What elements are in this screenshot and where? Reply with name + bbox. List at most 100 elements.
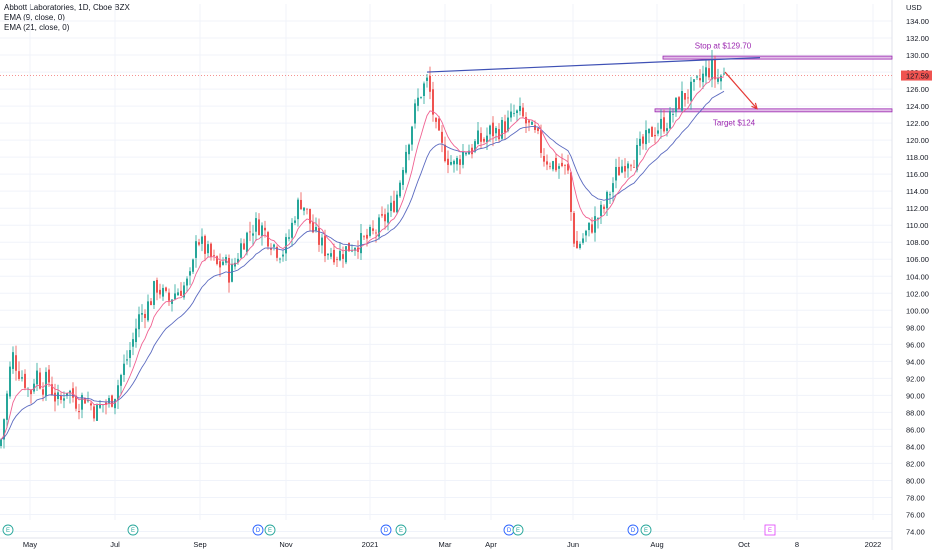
y-tick-label: 106.00 [906,255,929,264]
candle-body [69,390,71,394]
y-tick-label: 118.00 [906,153,928,162]
candle-body [276,246,278,258]
candle-body [360,233,362,254]
candle-body [258,219,260,236]
candle-body [561,162,563,167]
resistance-trendline[interactable] [426,57,761,73]
earnings-event-marker[interactable] [264,524,276,536]
stop-zone[interactable] [662,55,893,60]
candle-body [519,105,521,112]
candle-body [72,388,74,398]
candle-body [534,125,536,130]
candle-body [201,236,203,244]
candle-body [363,236,365,238]
dividend-event-marker[interactable] [252,524,264,536]
candle-body [336,259,338,261]
candle-body [654,134,656,137]
candle-body [324,235,326,257]
candle-body [198,242,200,245]
candle-body [351,250,353,252]
projection-arrow[interactable] [724,71,758,110]
event-marker-label: E [768,528,772,534]
candle-body [345,246,347,263]
candle-body [414,103,416,124]
candle-body [516,110,518,113]
ema21-line [0,90,725,440]
ema9-line [0,76,725,440]
candle-body [246,232,248,253]
y-tick-label: 76.00 [906,510,925,519]
candle-body [633,166,635,168]
dividend-event-marker[interactable] [627,524,639,536]
candle-body [309,208,311,224]
candle-body [330,253,332,257]
candle-body [378,217,380,237]
candle-body [435,117,437,122]
candle-body [36,370,38,385]
projection-arrowhead [751,102,758,110]
candle-body [465,152,467,155]
candle-body [558,166,560,169]
candle-body [573,213,575,244]
candle-body [588,222,590,231]
candle-body [291,222,293,238]
event-marker-label: E [399,528,403,534]
earnings-event-marker[interactable] [127,524,139,536]
candle-body [552,161,554,170]
candle-body [306,208,308,210]
candle-body [150,301,152,306]
candle-body [393,200,395,212]
candle-body [696,76,698,78]
candle-body [195,241,197,258]
candle-body [156,279,158,293]
candle-body [159,289,161,295]
candle-body [120,374,122,386]
candle-body [594,216,596,233]
earnings-event-marker[interactable] [640,524,652,536]
candle-body [687,97,689,99]
candle-body [441,131,443,143]
candle-body [6,393,8,420]
candle-body [183,285,185,298]
candle-body [609,194,611,196]
earnings-event-marker[interactable] [395,524,407,536]
candle-body [537,128,539,131]
candle-body [477,130,479,145]
earnings-event-marker[interactable] [764,524,776,536]
candle-body [651,127,653,137]
y-tick-label: 120.00 [906,136,929,145]
event-marker-label: E [516,528,520,534]
candle-body [303,207,305,211]
candle-body [282,254,284,257]
candle-body [564,164,566,166]
x-tick-label: 2022 [865,540,882,549]
event-marker-label: E [6,528,10,534]
target-zone[interactable] [654,108,893,113]
earnings-event-marker[interactable] [512,524,524,536]
candle-body [243,243,245,250]
candle-body [18,371,20,380]
candle-body [603,206,605,210]
candle-body [585,230,587,236]
candle-body [231,264,233,282]
y-tick-label: 80.00 [906,476,925,485]
candle-body [54,392,56,402]
candle-body [333,249,335,263]
candle-body [438,118,440,131]
candle-body [582,238,584,243]
candle-body [525,116,527,124]
candle-body [51,384,53,395]
candle-body [153,281,155,305]
x-tick-label: May [23,540,37,549]
candle-body [381,214,383,216]
candle-body [117,385,119,400]
candle-body [630,165,632,167]
candle-body [339,250,341,261]
candle-body [123,363,125,375]
candle-body [531,121,533,125]
dividend-event-marker[interactable] [380,524,392,536]
candle-body [456,157,458,165]
earnings-event-marker[interactable] [2,524,14,536]
x-tick-label: Mar [439,540,452,549]
